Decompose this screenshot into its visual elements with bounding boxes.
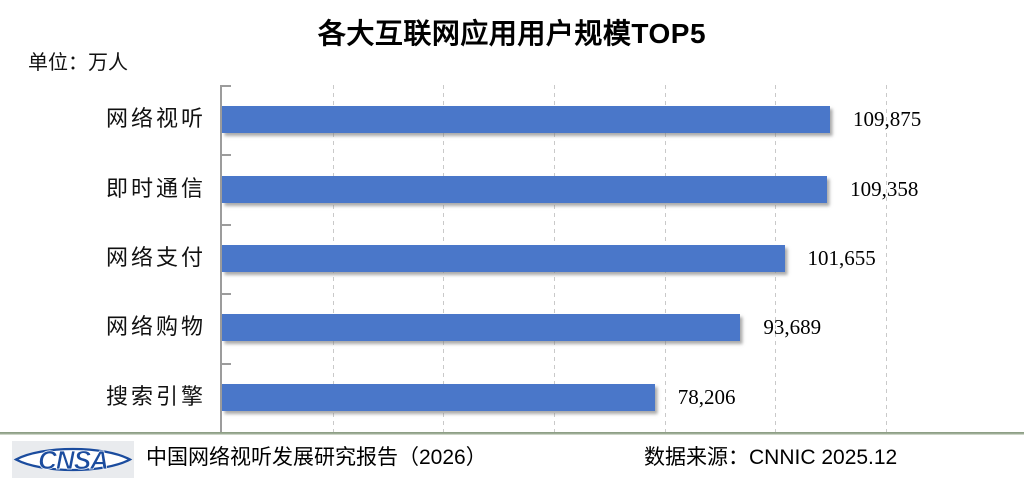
axis-tick: [222, 362, 231, 365]
axis-tick: [222, 293, 231, 296]
axis-tick: [222, 223, 231, 226]
value-label: 109,358: [850, 176, 919, 201]
category-label: 网络购物: [105, 314, 206, 340]
bar: [222, 106, 830, 134]
svg-text:CNSA: CNSA: [38, 445, 108, 475]
bar: [222, 314, 741, 342]
category-label: 网络视听: [105, 106, 206, 132]
bar: [222, 175, 828, 203]
category-label: 网络支付: [105, 245, 206, 270]
axis-tick: [222, 85, 231, 87]
bar: [222, 383, 655, 411]
category-label: 即时通信: [105, 175, 206, 201]
footer-divider: [0, 432, 1024, 435]
y-axis-line: [220, 85, 231, 433]
value-label: 78,206: [677, 384, 736, 409]
bar: [222, 245, 785, 272]
value-label: 109,875: [853, 107, 922, 132]
plot-area: 109,875 109,358 101,655 93,689 78,206: [222, 85, 921, 432]
unit-label: 单位：万人: [28, 52, 128, 74]
cnsa-logo-icon: CNSA: [12, 441, 134, 478]
data-source: 数据来源：CNNIC 2025.12: [644, 446, 898, 469]
axis-tick: [222, 154, 231, 157]
report-title: 中国网络视听发展研究报告（2026）: [146, 446, 487, 469]
chart-title: 各大互联网应用用户规模TOP5: [317, 18, 707, 49]
gridline: [886, 85, 887, 432]
value-label: 101,655: [807, 246, 876, 270]
category-label: 搜索引擎: [105, 383, 206, 409]
category-axis-labels: 网络视听即时通信网络支付网络购物搜索引擎: [0, 85, 206, 432]
value-label: 93,689: [763, 315, 822, 340]
